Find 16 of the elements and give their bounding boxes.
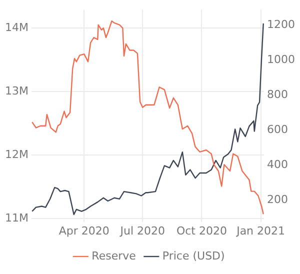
y2-tick-label: 1200: [267, 18, 296, 32]
y2-tick-label: 600: [267, 122, 288, 136]
y-tick-label: 12M: [4, 148, 28, 161]
legend-label: Reserve: [92, 249, 136, 262]
y-tick-label: 14M: [4, 20, 28, 34]
legend-label: Price (USD): [162, 249, 225, 262]
y2-tick-label: 400: [267, 158, 288, 171]
y-tick-label: 13M: [4, 84, 28, 98]
y2-tick-label: 800: [267, 88, 288, 101]
y-tick-label: 11M: [4, 211, 28, 224]
y2-tick-label: 1000: [267, 52, 296, 66]
x-tick-label: Jan 2021: [236, 224, 286, 238]
x-tick-label: Oct 2020: [176, 224, 227, 238]
x-tick-label: Jul 2020: [119, 224, 165, 238]
x-tick-label: Apr 2020: [58, 224, 110, 238]
y2-tick-label: 200: [267, 192, 288, 206]
